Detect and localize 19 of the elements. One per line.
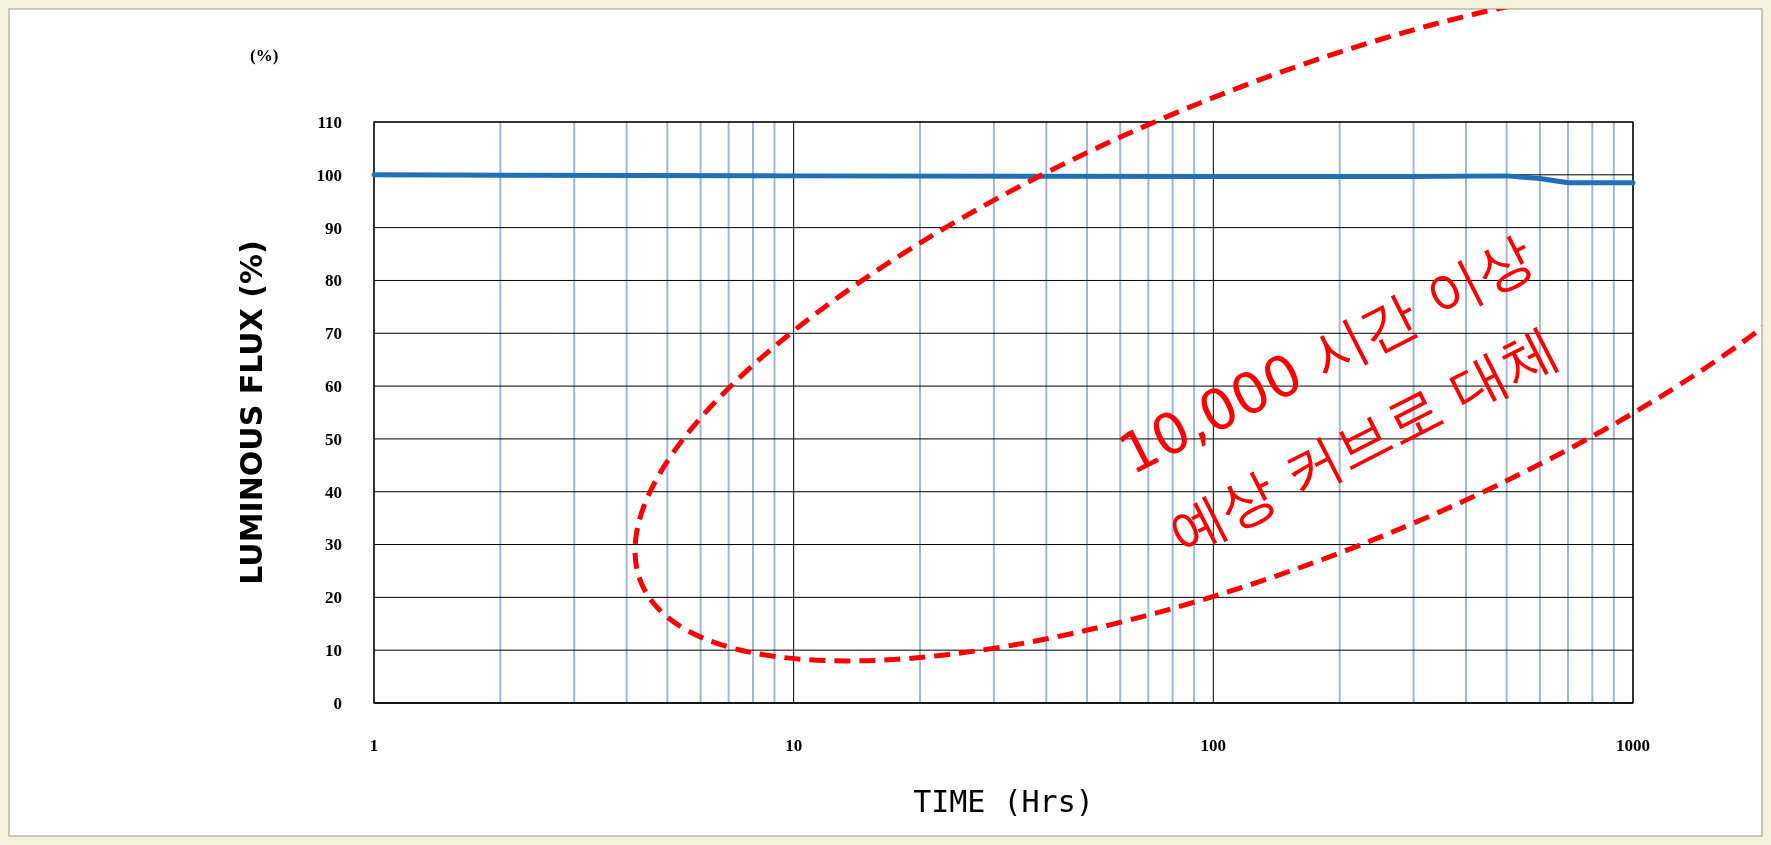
text: (%) [250,46,279,65]
y-tick-label: 0 [333,693,342,713]
x-tick-label: 10 [785,736,803,755]
y-tick-label: 40 [325,482,342,502]
y-tick-label: 10 [325,641,342,661]
y-tick-label: 60 [325,377,342,397]
y-tick-label: 30 [325,535,342,555]
x-tick-label: 1000 [1616,736,1650,755]
y-tick-label: 90 [325,218,342,238]
y-tick-label: 70 [325,324,342,344]
y-axis-title: LUMINOUS FLUX (%) [234,240,269,585]
x-tick-label: 1 [369,736,379,755]
x-tick-label: 100 [1200,736,1227,755]
y-tick-label: 50 [325,429,342,449]
y-tick-label: 80 [325,271,342,291]
y-tick-label: 100 [316,165,342,185]
y-tick-label: 110 [317,112,342,132]
y-tick-label: 20 [325,588,342,608]
x-axis-title: TIME (Hrs) [913,784,1094,819]
